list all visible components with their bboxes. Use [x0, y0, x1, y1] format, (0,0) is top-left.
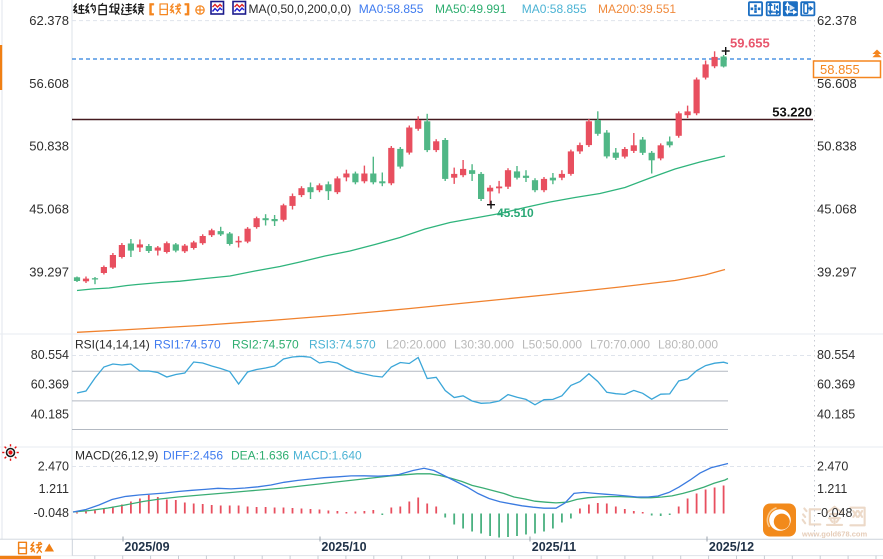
svg-text:39.297: 39.297	[29, 264, 69, 279]
svg-text:40.185: 40.185	[817, 408, 855, 422]
svg-text:2025/09: 2025/09	[124, 540, 169, 554]
svg-text:DEA:1.636: DEA:1.636	[231, 448, 289, 462]
svg-text:53.220: 53.220	[772, 105, 812, 120]
svg-text:-0.048: -0.048	[817, 506, 852, 520]
svg-text:RSI2:74.570: RSI2:74.570	[232, 338, 299, 352]
svg-text:45.068: 45.068	[29, 201, 69, 216]
svg-text:L30:30.000: L30:30.000	[454, 338, 514, 352]
svg-text:MA200:39.551: MA200:39.551	[598, 2, 676, 16]
svg-text:59.655: 59.655	[730, 36, 770, 51]
svg-text:40.185: 40.185	[31, 408, 69, 422]
svg-text:MACD(26,12,9): MACD(26,12,9)	[75, 448, 158, 462]
svg-text:L20:20.000: L20:20.000	[386, 338, 446, 352]
svg-text:MACD:1.640: MACD:1.640	[293, 448, 362, 462]
svg-text:2.470: 2.470	[817, 460, 848, 474]
svg-text:L80:80.000: L80:80.000	[658, 338, 718, 352]
svg-text:www.gold678.com: www.gold678.com	[801, 530, 867, 539]
svg-text:50.838: 50.838	[817, 139, 857, 154]
svg-text:2.470: 2.470	[38, 460, 69, 474]
svg-text:1.211: 1.211	[39, 482, 69, 496]
svg-text:2025/11: 2025/11	[532, 540, 577, 554]
svg-text:RSI3:74.570: RSI3:74.570	[309, 338, 376, 352]
svg-text:80.554: 80.554	[817, 348, 855, 362]
svg-text:MA(0,50,0,200,0,0): MA(0,50,0,200,0,0)	[249, 2, 352, 16]
svg-text:2025/10: 2025/10	[321, 540, 366, 554]
svg-text:-0.048: -0.048	[34, 506, 69, 520]
svg-text:MA0:58.855: MA0:58.855	[359, 2, 424, 16]
svg-text:80.554: 80.554	[31, 348, 69, 362]
svg-text:62.378: 62.378	[817, 13, 857, 28]
svg-text:45.068: 45.068	[817, 201, 857, 216]
svg-text:58.855: 58.855	[820, 62, 860, 77]
svg-text:DIFF:2.456: DIFF:2.456	[163, 448, 223, 462]
svg-text:62.378: 62.378	[29, 13, 69, 28]
svg-text:60.369: 60.369	[817, 378, 855, 392]
svg-text:2025/12: 2025/12	[709, 540, 754, 554]
svg-text:MA50:49.991: MA50:49.991	[435, 2, 507, 16]
svg-text:56.608: 56.608	[29, 76, 69, 91]
svg-text:MA0:58.855: MA0:58.855	[522, 2, 587, 16]
svg-text:45.510: 45.510	[497, 206, 534, 220]
svg-text:1.211: 1.211	[817, 482, 847, 496]
svg-text:60.369: 60.369	[31, 378, 69, 392]
svg-text:56.608: 56.608	[817, 76, 857, 91]
svg-text:RSI(14,14,14): RSI(14,14,14)	[75, 338, 150, 352]
svg-text:50.838: 50.838	[29, 139, 69, 154]
svg-text:L50:50.000: L50:50.000	[522, 338, 582, 352]
svg-text:L70:70.000: L70:70.000	[590, 338, 650, 352]
svg-text:RSI1:74.570: RSI1:74.570	[154, 338, 221, 352]
svg-text:39.297: 39.297	[817, 264, 857, 279]
